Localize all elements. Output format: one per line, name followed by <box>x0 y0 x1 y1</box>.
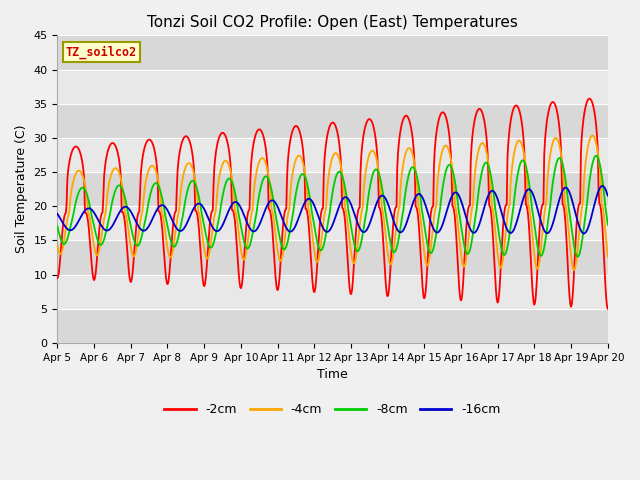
Title: Tonzi Soil CO2 Profile: Open (East) Temperatures: Tonzi Soil CO2 Profile: Open (East) Temp… <box>147 15 518 30</box>
Bar <box>58 104 608 138</box>
X-axis label: Time: Time <box>317 368 348 381</box>
Bar <box>58 275 608 309</box>
Legend: -2cm, -4cm, -8cm, -16cm: -2cm, -4cm, -8cm, -16cm <box>159 398 506 421</box>
Text: TZ_soilco2: TZ_soilco2 <box>66 45 137 59</box>
Bar <box>58 206 608 240</box>
Y-axis label: Soil Temperature (C): Soil Temperature (C) <box>15 125 28 253</box>
Bar <box>58 36 608 70</box>
Bar <box>58 309 608 343</box>
Bar <box>58 172 608 206</box>
Bar <box>58 138 608 172</box>
Bar <box>58 70 608 104</box>
Bar <box>58 240 608 275</box>
